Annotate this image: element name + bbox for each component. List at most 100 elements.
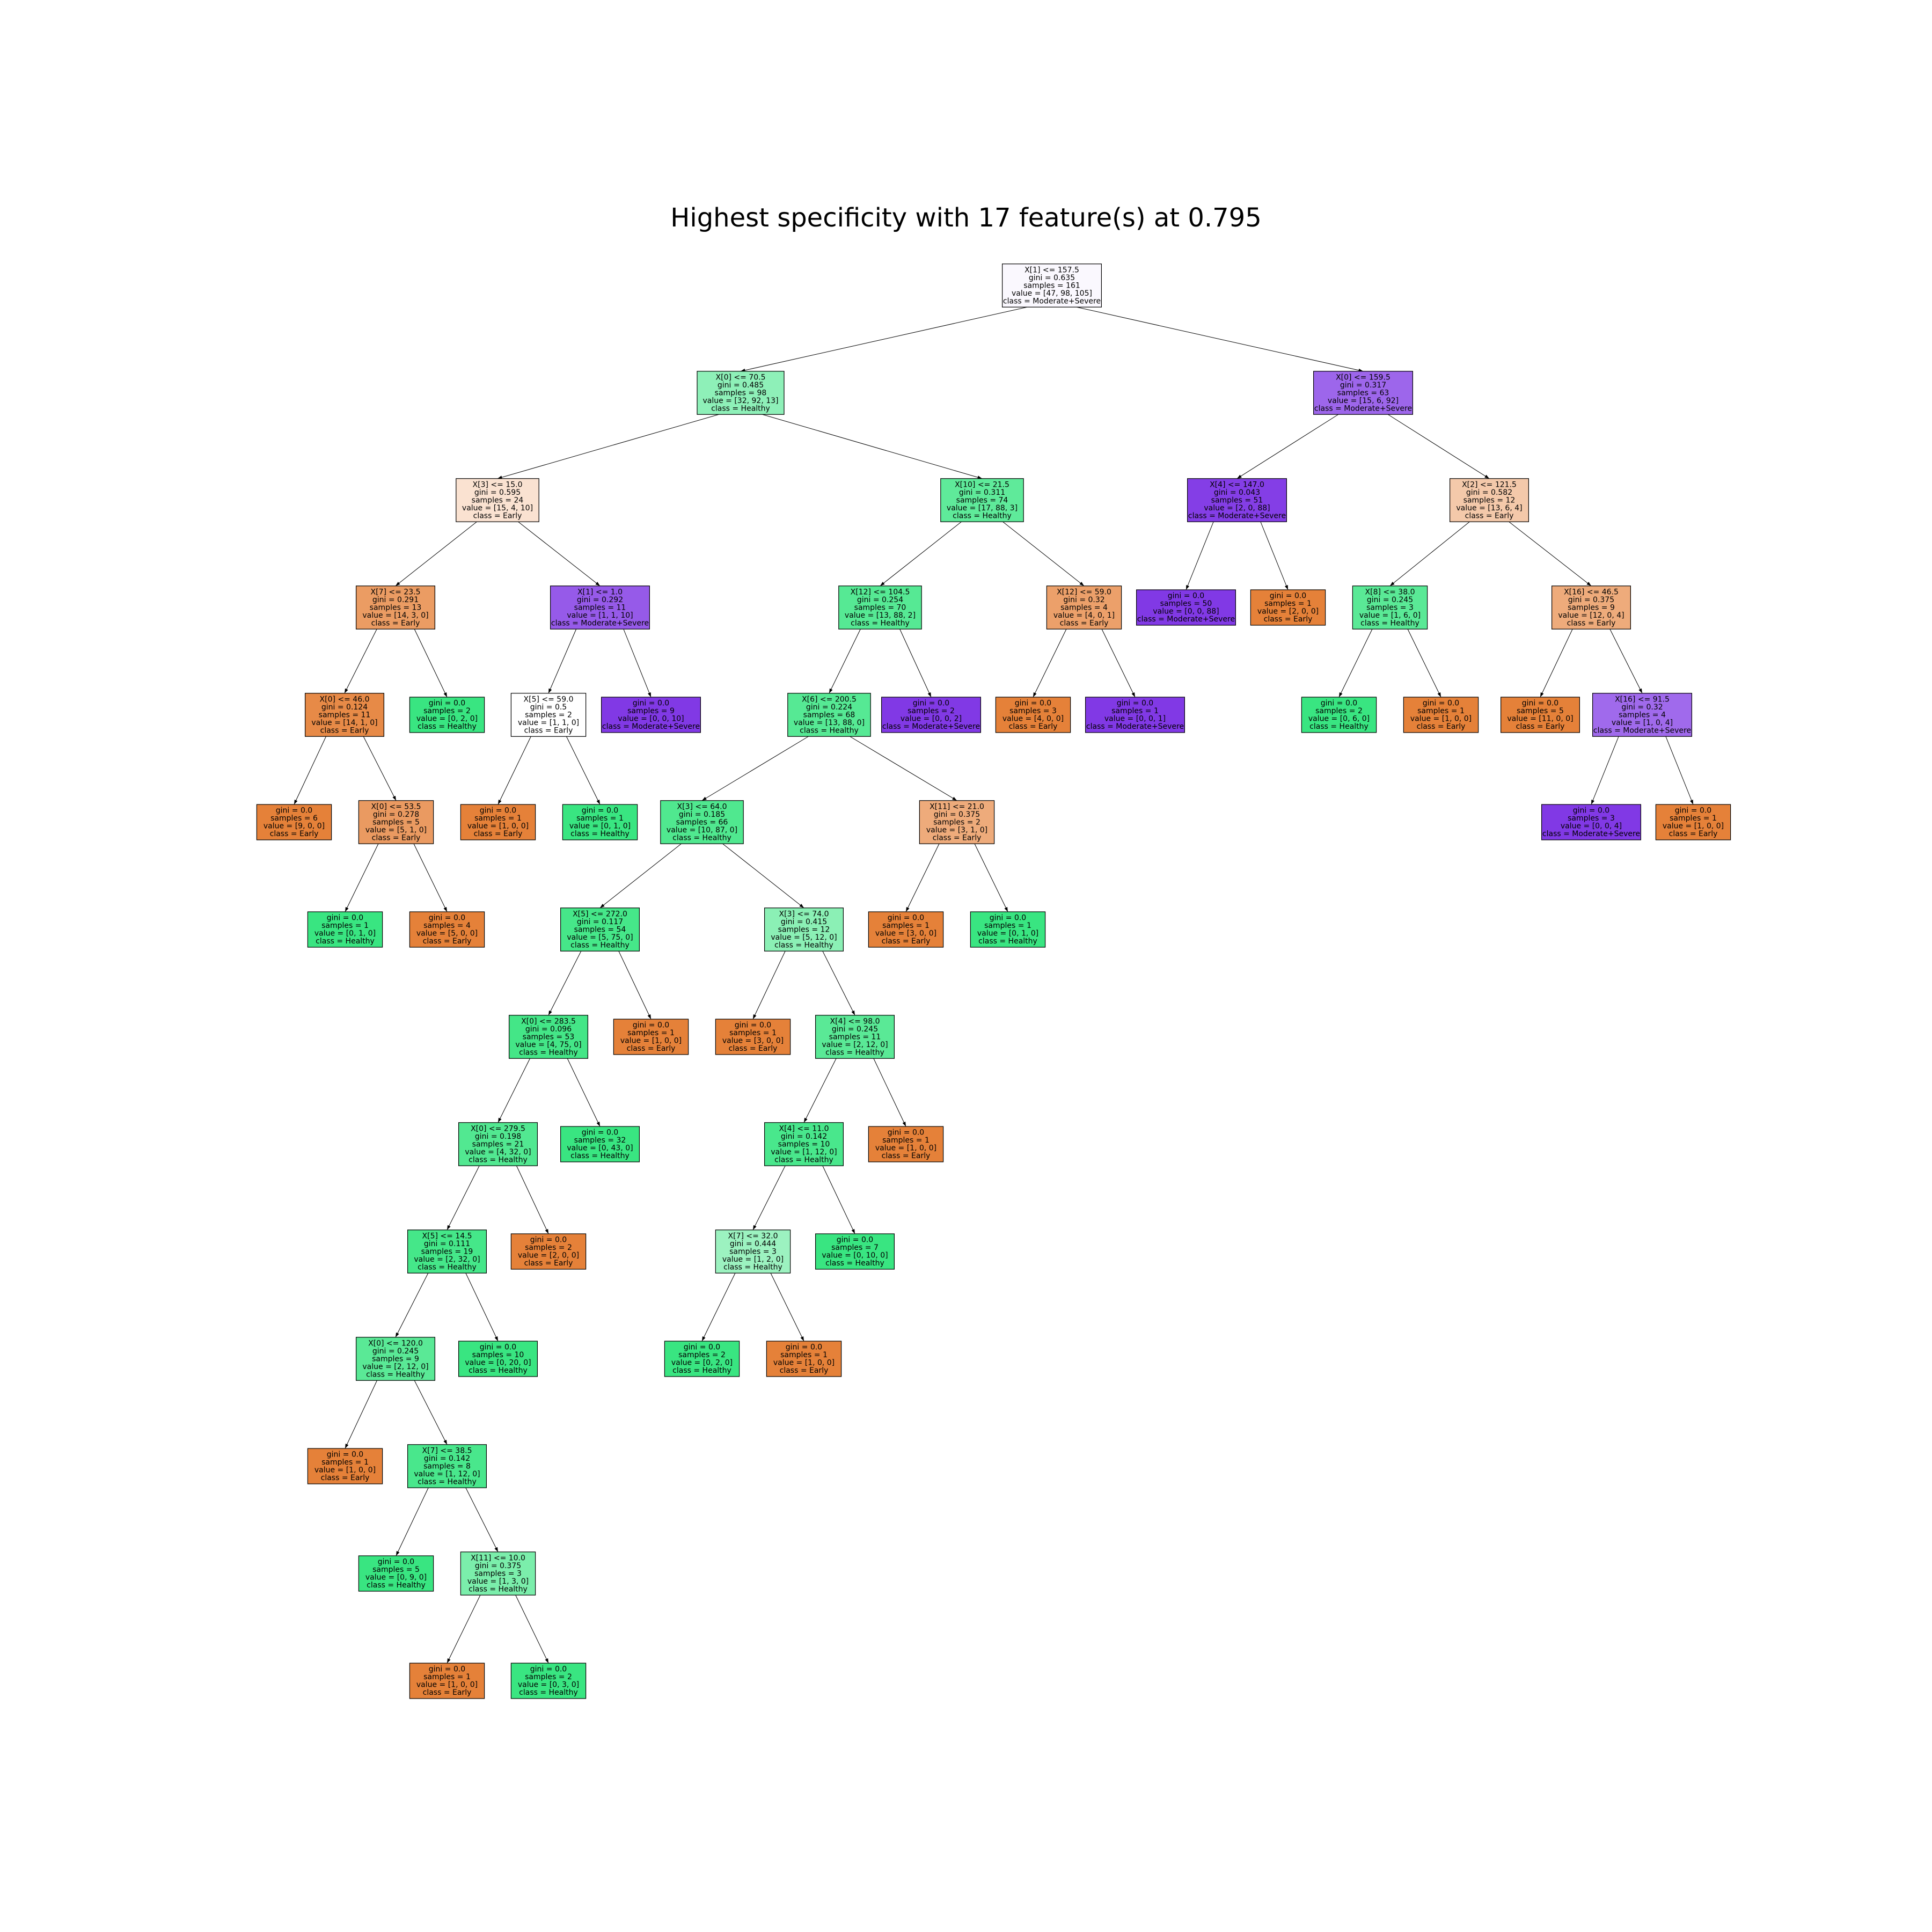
tree-edge [822, 1166, 855, 1234]
tree-node-line: class = Healthy [469, 1585, 528, 1593]
tree-edge-arrowhead [545, 1229, 548, 1234]
tree-node-line: X[0] <= 46.0 [320, 695, 370, 704]
tree-node-line: class = Healthy [519, 1048, 578, 1057]
tree-node-box [764, 1122, 844, 1166]
tree-node-line: samples = 1 [321, 1458, 369, 1467]
tree-node-line: samples = 11 [574, 603, 626, 612]
tree-node-line: samples = 1 [423, 1673, 471, 1681]
tree-edge [1609, 629, 1643, 693]
tree-edge-arrowhead [396, 1332, 399, 1337]
tree-edge [1002, 521, 1085, 587]
tree-edge-arrowhead [494, 1547, 498, 1552]
tree-node-line: value = [1, 0, 0] [467, 822, 529, 831]
tree-node-line: class = Early [524, 726, 573, 735]
tree-edge-arrowhead [829, 688, 833, 693]
tree-node-line: samples = 161 [1023, 281, 1080, 290]
tree-node-line: class = Healthy [418, 1477, 477, 1486]
tree-node-line: class = Early [1417, 722, 1466, 731]
tree-node-box [995, 697, 1071, 733]
tree-node-line: X[4] <= 11.0 [779, 1124, 829, 1133]
tree-node-line: value = [3, 0, 0] [875, 930, 936, 938]
tree-node-line: samples = 7 [831, 1243, 879, 1252]
tree-node-line: gini = 0.32 [1063, 596, 1104, 604]
tree-node-line: gini = 0.245 [1367, 596, 1413, 604]
tree-edge-arrowhead [804, 1117, 808, 1123]
tree-node-box [460, 1552, 536, 1596]
tree-node-line: X[12] <= 104.5 [851, 588, 910, 596]
tree-edge-arrowhead [1689, 800, 1693, 804]
tree-node-line: gini = 0.375 [1568, 596, 1614, 604]
tree-node-line: gini = 0.635 [1029, 274, 1075, 282]
tree-node-line: gini = 0.415 [781, 918, 827, 926]
tree-node-box [358, 1555, 434, 1592]
tree-node-line: value = [14, 1, 0] [311, 719, 377, 727]
tree-edge-arrowhead [1186, 585, 1190, 590]
tree-node-box [409, 911, 485, 948]
tree-node-line: samples = 5 [1517, 707, 1564, 715]
tree-node-line: gini = 0.375 [475, 1562, 521, 1570]
tree-node-line: gini = 0.245 [372, 1347, 419, 1356]
tree-node-line: value = [0, 1, 0] [314, 930, 376, 938]
tree-node-line: gini = 0.5 [530, 703, 567, 712]
tree-node-line: gini = 0.117 [577, 918, 623, 926]
tree-node-line: value = [5, 75, 0] [567, 933, 633, 942]
tree-node-line: value = [1, 0, 0] [1410, 715, 1472, 723]
tree-node-box [1501, 697, 1580, 733]
tree-node-box [1655, 804, 1731, 840]
tree-node-line: gini = 0.0 [378, 1558, 414, 1567]
tree-node-line: samples = 2 [525, 1243, 572, 1252]
tree-node-line: samples = 63 [1337, 389, 1389, 397]
tree-edge-arrowhead [548, 688, 552, 693]
tree-edge [566, 736, 601, 805]
tree-node-line: samples = 54 [574, 925, 626, 934]
tree-edge [623, 629, 652, 698]
tree-node-line: samples = 19 [421, 1247, 473, 1256]
tree-node-line: value = [0, 2, 0] [671, 1359, 733, 1367]
tree-node-line: value = [0, 1, 0] [569, 822, 631, 831]
tree-node-line: value = [5, 0, 0] [416, 930, 478, 938]
tree-edge [497, 1058, 530, 1123]
tree-edge [395, 521, 477, 587]
tree-edge-arrowhead [1638, 688, 1642, 693]
tree-node-box [881, 697, 981, 733]
tree-edge-arrowhead [647, 1014, 651, 1019]
tree-node-line: X[4] <= 98.0 [830, 1017, 880, 1026]
tree-edge-arrowhead [1004, 907, 1008, 912]
tree-node-line: class = Healthy [316, 937, 375, 946]
tree-node-line: samples = 10 [472, 1351, 524, 1359]
tree-edge [548, 951, 582, 1015]
tree-node-line: samples = 9 [627, 707, 675, 715]
tree-node-line: class = Early [882, 937, 931, 946]
tree-node-box [766, 1341, 842, 1377]
tree-node-line: samples = 3 [474, 1569, 522, 1578]
tree-node-line: gini = 0.375 [934, 810, 980, 819]
tree-edge-arrowhead [902, 1122, 906, 1126]
tree-node-line: value = [0, 2, 0] [416, 715, 478, 723]
tree-node-line: class = Early [1669, 830, 1718, 838]
tree-node-line: class = Healthy [418, 1263, 477, 1271]
tree-edge-arrowhead [498, 1117, 502, 1123]
tree-node-line: value = [0, 43, 0] [567, 1144, 633, 1153]
tree-edge [803, 1058, 837, 1123]
tree-node-line: value = [0, 3, 0] [518, 1681, 579, 1689]
tree-node-box [1187, 478, 1287, 522]
tree-edge [396, 1488, 429, 1556]
tree-edge [344, 629, 377, 693]
tree-edge [829, 629, 861, 693]
tree-node-line: samples = 1 [1417, 707, 1465, 715]
